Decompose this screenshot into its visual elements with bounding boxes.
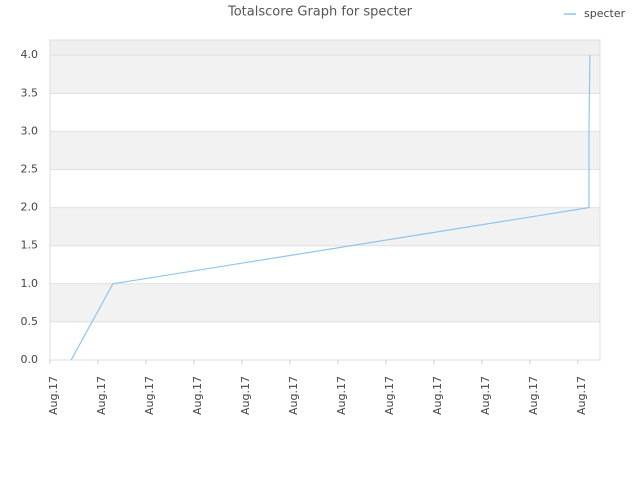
x-tick-label: Aug.17 <box>479 376 492 415</box>
x-tick-label: Aug.17 <box>191 376 204 415</box>
legend-label: specter <box>584 7 626 20</box>
plot-border <box>49 39 601 361</box>
x-tick-label: Aug.17 <box>431 376 444 415</box>
y-tick-label: 1.0 <box>21 277 39 290</box>
line <box>70 55 591 361</box>
y-tick-label: 2.0 <box>21 201 39 214</box>
y-tick-label: 4.0 <box>21 48 39 61</box>
x-tick-label: Aug.17 <box>239 376 252 415</box>
y-tick-label: 0.0 <box>21 353 39 366</box>
band <box>50 55 600 94</box>
x-tick-label: Aug.17 <box>287 376 300 415</box>
x-tick-label: Aug.17 <box>383 376 396 415</box>
y-tick-label: 3.5 <box>21 86 39 99</box>
x-tick-label: Aug.17 <box>575 376 588 415</box>
band <box>50 131 600 170</box>
chart-title: Totalscore Graph for specter <box>227 5 413 20</box>
band <box>50 207 600 246</box>
x-tick-label: Aug.17 <box>95 376 108 415</box>
x-tick-label: Aug.17 <box>47 376 60 415</box>
x-tick-label: Aug.17 <box>527 376 540 415</box>
y-tick-label: 0.5 <box>21 315 39 328</box>
x-tick-label: Aug.17 <box>335 376 348 415</box>
y-tick-label: 3.0 <box>21 124 39 137</box>
y-tick-label: 1.5 <box>21 239 39 252</box>
x-tick-label: Aug.17 <box>143 376 156 415</box>
y-tick-label: 2.5 <box>21 163 39 176</box>
band <box>50 283 600 322</box>
band <box>50 40 600 56</box>
